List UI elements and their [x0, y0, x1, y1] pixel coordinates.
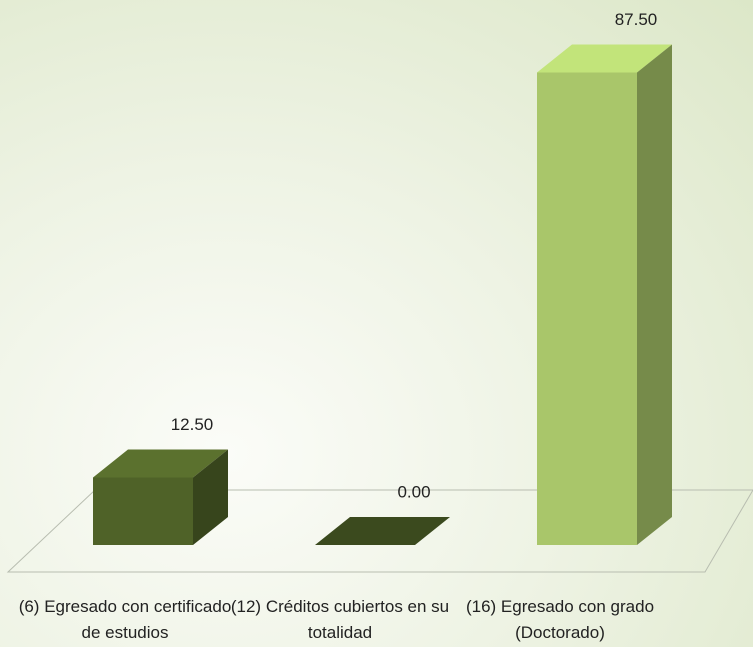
x-tick-label: (16) Egresado con grado (Doctorado)	[465, 597, 655, 642]
x-tick-label: (12) Créditos cubiertos en su totalidad	[230, 597, 450, 642]
floor	[6, 489, 753, 573]
bar-top	[315, 517, 450, 545]
bar-top	[93, 449, 228, 478]
value-label: 12.50	[171, 415, 214, 434]
value-label: 87.50	[615, 10, 658, 29]
bar	[93, 477, 193, 545]
x-tick-label: (6) Egresado con certificado de estudios	[18, 597, 232, 642]
bar-top	[537, 44, 672, 73]
bar-side	[637, 44, 672, 545]
bar-side	[193, 449, 228, 545]
bar	[537, 72, 637, 545]
value-label: 0.00	[397, 482, 430, 501]
